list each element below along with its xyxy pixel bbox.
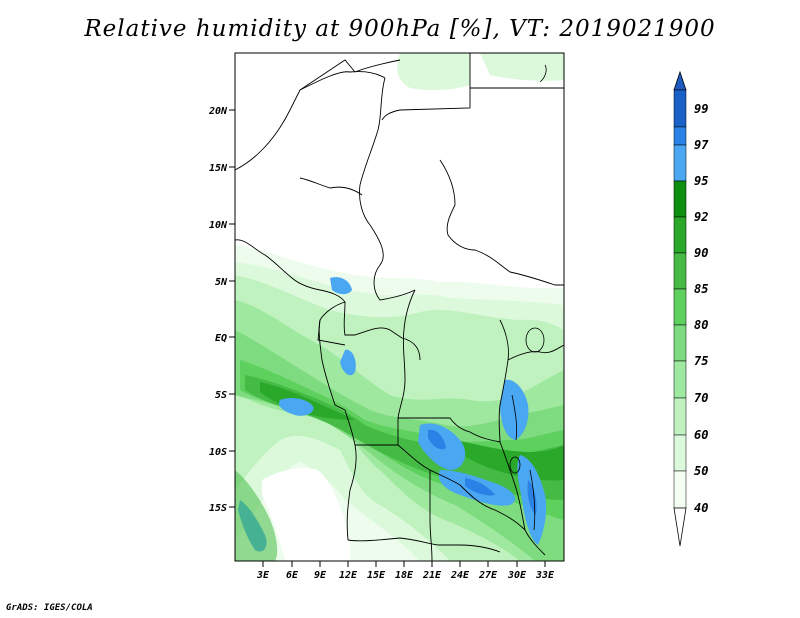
rh-85-sw-coast xyxy=(235,470,278,561)
colorbar-bin xyxy=(673,216,687,254)
country-borders xyxy=(235,53,564,561)
lon-label: 21E xyxy=(422,570,442,581)
colorbar-label: 50 xyxy=(694,464,708,478)
colorbar-bin xyxy=(673,360,687,399)
rh-95-greatlakes xyxy=(500,379,529,440)
lat-tick-marks xyxy=(229,109,235,508)
lat-label: 5S xyxy=(215,390,227,401)
lon-tick-marks xyxy=(262,561,546,567)
grads-credit: GrADS: IGES/COLA xyxy=(6,603,93,613)
rh-97-katanga xyxy=(428,429,446,450)
map-title: Relative humidity at 900hPa [%], VT: 201… xyxy=(84,16,716,42)
colorbar-bin xyxy=(673,397,687,436)
lon-label: 33E xyxy=(535,570,555,581)
colorbar xyxy=(673,70,687,547)
lat-labels: 20N 15N 10N 5N EQ 5S 10S 15S xyxy=(208,106,228,514)
colorbar-bin xyxy=(673,89,687,128)
rh-90-contour-east xyxy=(455,440,564,481)
rh-north-fringe-east xyxy=(480,53,564,81)
rh-97-zambia xyxy=(465,478,495,496)
rh-90-contour xyxy=(260,382,355,420)
colorbar-bin xyxy=(673,252,687,290)
colorbar-label: 40 xyxy=(694,501,708,515)
colorbar-label: 80 xyxy=(694,318,708,332)
rh-85-contour xyxy=(245,375,564,500)
colorbar-bottom-arrow xyxy=(673,507,687,547)
lat-label: 15S xyxy=(209,503,227,514)
colorbar-bin xyxy=(673,180,687,218)
lon-label: 9E xyxy=(314,570,327,581)
lat-label: 5N xyxy=(215,277,228,288)
lat-label: 15N xyxy=(209,163,228,174)
dry-namibia xyxy=(262,468,351,561)
lat-label: 10S xyxy=(209,447,227,458)
colorbar-label: 90 xyxy=(694,246,708,260)
lon-labels: 3E 6E 9E 12E 15E 18E 21E 24E 27E 30E 33E xyxy=(256,570,555,581)
colorbar-bin xyxy=(673,470,687,509)
humidity-field xyxy=(235,53,564,561)
lon-label: 18E xyxy=(395,570,414,581)
colorbar-label: 75 xyxy=(694,354,708,368)
colorbar-bin xyxy=(673,324,687,362)
colorbar-bin xyxy=(673,288,687,326)
lon-label: 3E xyxy=(256,570,270,581)
lat-label: EQ xyxy=(215,333,227,344)
lon-label: 6E xyxy=(286,570,299,581)
colorbar-bin xyxy=(673,126,687,146)
colorbar-label: 70 xyxy=(694,391,708,405)
colorbar-bin xyxy=(673,434,687,472)
lakes xyxy=(509,64,547,531)
lat-label: 10N xyxy=(209,220,228,231)
lon-label: 24E xyxy=(450,570,470,581)
rh-95-angola-coast xyxy=(340,349,356,376)
colorbar-label: 85 xyxy=(694,282,708,296)
lon-label: 12E xyxy=(339,570,358,581)
rh-95-offshore xyxy=(279,397,314,416)
colorbar-bin xyxy=(673,144,687,182)
lon-label: 15E xyxy=(367,570,386,581)
lon-label: 27E xyxy=(478,570,498,581)
rh-north-fringe xyxy=(397,53,470,91)
lon-label: 30E xyxy=(507,570,527,581)
colorbar-label: 95 xyxy=(694,174,708,188)
rh-95-cameroon xyxy=(330,277,352,295)
colorbar-label: 60 xyxy=(694,428,708,442)
colorbar-top-arrow xyxy=(673,70,687,91)
colorbar-label: 92 xyxy=(694,210,708,224)
lat-label: 20N xyxy=(208,106,228,117)
colorbar-label: 97 xyxy=(694,138,709,152)
map-frame xyxy=(234,52,565,562)
colorbar-label: 99 xyxy=(694,102,708,116)
colorbar-labels: 99 97 95 92 90 85 80 75 70 60 50 40 xyxy=(694,102,709,515)
